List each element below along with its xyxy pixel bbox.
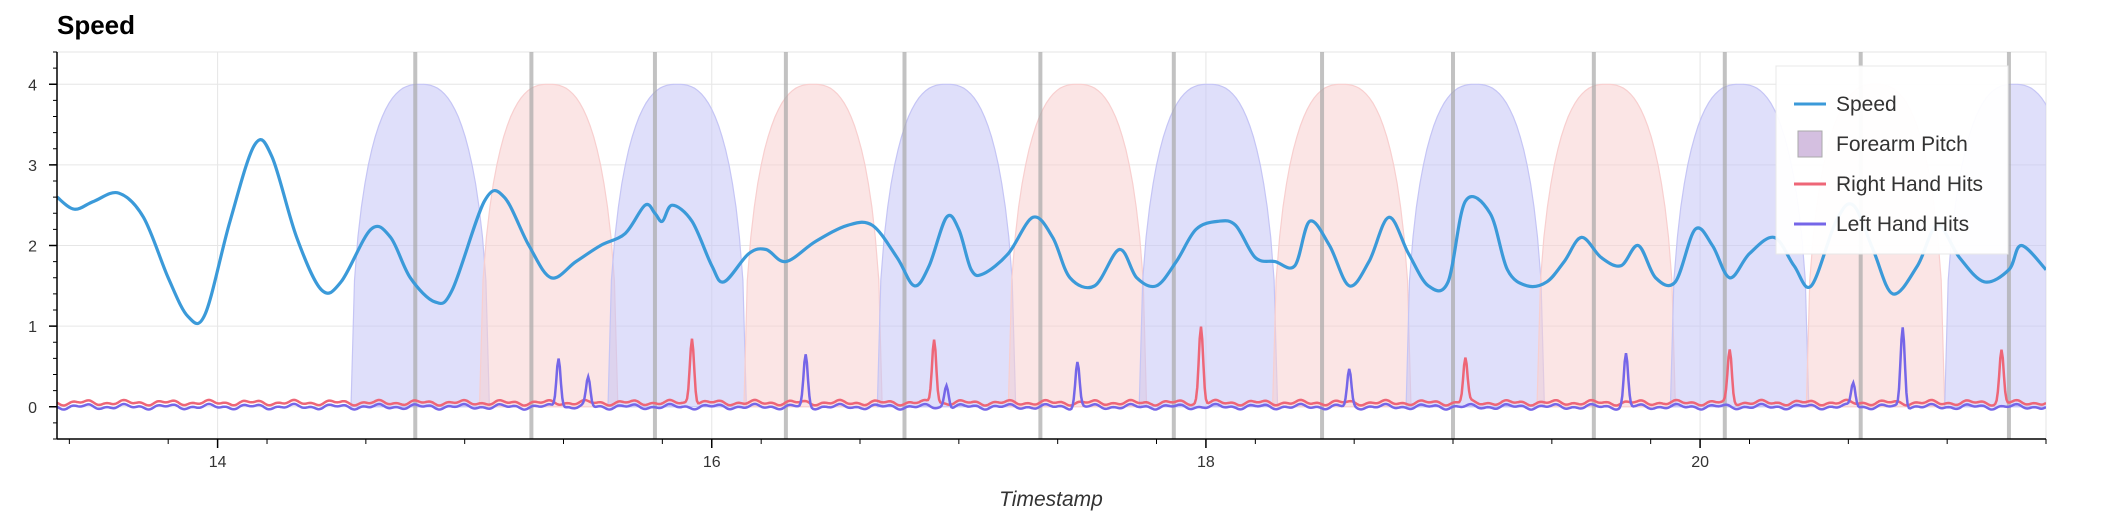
left-hand-hits-line [57, 327, 2046, 411]
x-axis-label: Timestamp [999, 488, 1103, 511]
legend-label: Forearm Pitch [1836, 133, 1968, 156]
legend-label: Speed [1836, 93, 1897, 116]
legend-item-speed[interactable]: Speed [1794, 93, 1897, 116]
legend-item-right-hand-hits[interactable]: Right Hand Hits [1794, 173, 1983, 196]
forearm-pitch-area-4 [743, 83, 883, 408]
x-tick-label: 16 [703, 454, 721, 471]
right-hand-hits-line [57, 326, 2046, 407]
speed-line [57, 138, 2046, 326]
x-tick-label: 14 [209, 454, 227, 471]
y-tick-label: 4 [28, 77, 37, 94]
x-tick-label: 20 [1691, 454, 1709, 471]
y-tick-label: 1 [28, 319, 37, 336]
legend-label: Right Hand Hits [1836, 173, 1983, 196]
plot-layer [57, 52, 2046, 439]
y-tick-label: 3 [28, 158, 37, 175]
y-tick-label: 2 [28, 239, 37, 256]
legend-swatch [1797, 130, 1823, 158]
forearm-pitch-area-9 [1405, 83, 1546, 408]
y-tick-label: 0 [28, 400, 37, 417]
forearm-pitch-area-3 [607, 83, 748, 408]
legend-label: Left Hand Hits [1836, 213, 1969, 236]
forearm-pitch-area-6 [1007, 83, 1148, 408]
legend-item-left-hand-hits[interactable]: Left Hand Hits [1794, 213, 1969, 236]
x-tick-label: 18 [1197, 454, 1215, 471]
forearm-pitch-area-10 [1536, 83, 1677, 408]
forearm-pitch-area-5 [876, 83, 1017, 408]
axes: 0 1 2 3 4 14 16 18 20 [28, 51, 2047, 471]
forearm-pitch-area-2 [478, 83, 619, 408]
chart-title: Speed [57, 10, 136, 40]
legend-item-forearm-pitch[interactable]: Forearm Pitch [1797, 130, 1968, 158]
legend[interactable]: Speed Forearm Pitch Right Hand Hits Left Ha… [1775, 65, 2009, 255]
forearm-pitch-area-1 [350, 83, 491, 408]
forearm-pitch-area-8 [1271, 83, 1412, 408]
